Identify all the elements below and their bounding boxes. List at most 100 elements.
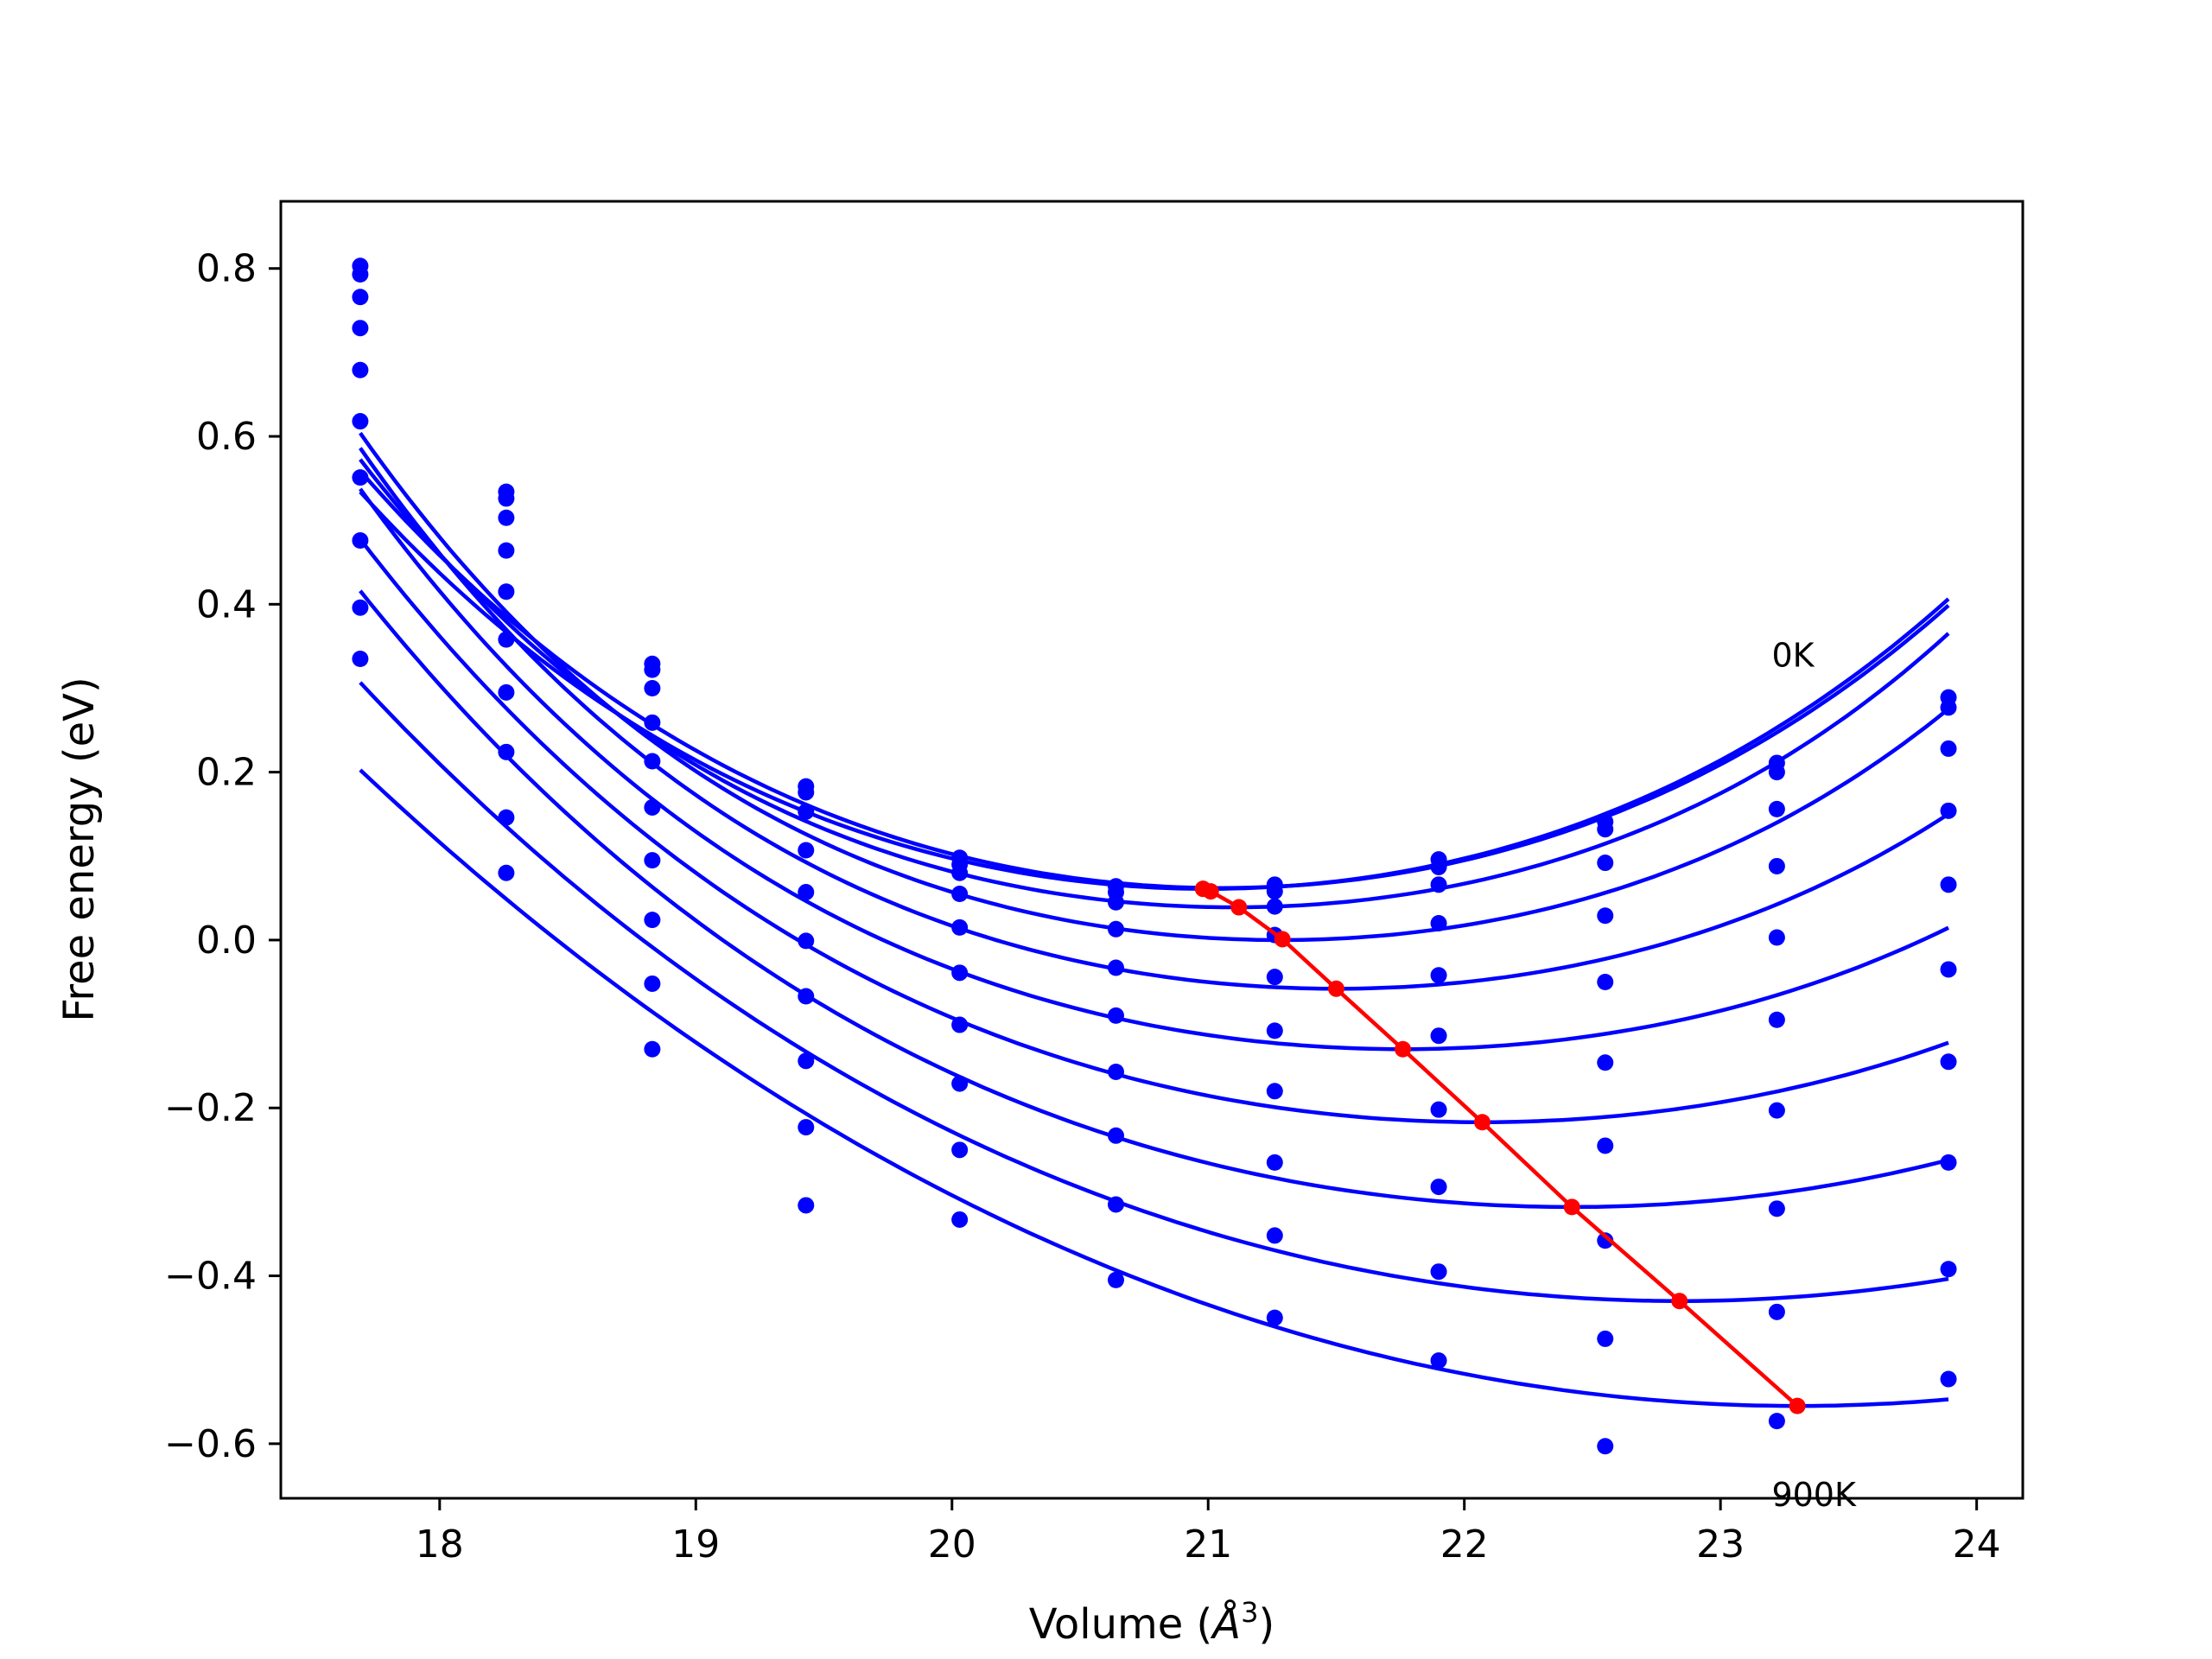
data-point-600K xyxy=(498,683,515,701)
plot-frame xyxy=(279,200,2024,1500)
data-point-900K xyxy=(1940,1370,1957,1388)
minimum-point xyxy=(1473,1114,1491,1131)
data-point-800K xyxy=(1107,1196,1124,1213)
x-tick-label: 21 xyxy=(1184,1522,1232,1567)
fit-curve-700K xyxy=(359,589,1949,1210)
x-tick-label: 20 xyxy=(928,1522,976,1567)
fit-curve-500K xyxy=(359,487,1949,1052)
data-point-200K xyxy=(644,679,661,696)
data-point-700K xyxy=(1107,1127,1124,1144)
data-point-400K xyxy=(498,583,515,601)
minimum-point xyxy=(1230,899,1248,916)
data-point-400K xyxy=(1266,969,1283,986)
data-point-600K xyxy=(1940,1053,1957,1071)
data-point-800K xyxy=(498,809,515,826)
data-point-600K xyxy=(352,469,369,486)
data-point-300K xyxy=(951,886,969,903)
data-point-600K xyxy=(1430,1101,1447,1118)
y-tick-label: 0.6 xyxy=(196,415,257,459)
x-tick-label: 22 xyxy=(1440,1522,1489,1567)
data-point-800K xyxy=(352,599,369,616)
data-point-500K xyxy=(1430,1027,1447,1045)
data-point-300K xyxy=(1107,920,1124,938)
data-point-200K xyxy=(498,509,515,526)
minimum-point xyxy=(1274,931,1291,948)
data-point-200K xyxy=(1266,898,1283,915)
data-point-100K xyxy=(1430,858,1447,875)
data-point-800K xyxy=(1940,1261,1957,1278)
y-tick-label: 0.0 xyxy=(196,918,257,963)
data-point-700K xyxy=(951,1075,969,1092)
data-point-100K xyxy=(1266,883,1283,900)
data-point-900K xyxy=(352,650,369,667)
fit-curve-400K xyxy=(359,447,1950,991)
y-axis-label: Free energy (eV) xyxy=(55,677,104,1021)
data-point-500K xyxy=(498,631,515,648)
data-point-400K xyxy=(1107,959,1124,976)
data-point-400K xyxy=(352,361,369,378)
data-point-500K xyxy=(1940,961,1957,978)
data-point-300K xyxy=(352,320,369,337)
data-point-200K xyxy=(1768,800,1785,817)
y-tick-label: 0.4 xyxy=(196,582,257,626)
data-point-300K xyxy=(1597,907,1614,925)
x-tick-label: 18 xyxy=(416,1522,464,1567)
x-tick-label: 19 xyxy=(671,1522,720,1567)
data-point-800K xyxy=(1768,1303,1785,1320)
data-point-600K xyxy=(1266,1083,1283,1100)
data-point-300K xyxy=(498,542,515,559)
data-point-900K xyxy=(1107,1271,1124,1288)
data-point-800K xyxy=(951,1141,969,1159)
plot-area xyxy=(352,257,1957,1455)
data-point-600K xyxy=(1597,1137,1614,1154)
data-point-700K xyxy=(798,1052,815,1070)
data-point-100K xyxy=(644,661,661,678)
data-point-400K xyxy=(1940,876,1957,893)
minimum-point xyxy=(1327,980,1344,997)
data-point-200K xyxy=(1597,855,1614,872)
y-axis: 0.8 0.6 0.4 0.2 0.0 −0.2 −0.4 −0.6 xyxy=(164,247,281,1466)
data-point-100K xyxy=(798,784,815,801)
minimum-point xyxy=(1789,1397,1806,1414)
data-point-800K xyxy=(798,1119,815,1136)
data-point-300K xyxy=(1768,857,1785,874)
annotation-0K: 0K xyxy=(1771,637,1815,675)
data-point-300K xyxy=(798,842,815,859)
data-point-200K xyxy=(798,803,815,820)
data-point-200K xyxy=(1430,876,1447,893)
y-tick-label: 0.2 xyxy=(196,751,257,795)
y-tick-label: −0.6 xyxy=(164,1422,257,1466)
fit-curve-300K xyxy=(359,431,1950,943)
y-tick-label: −0.4 xyxy=(164,1255,257,1299)
data-point-700K xyxy=(1430,1179,1447,1196)
data-point-900K xyxy=(951,1211,969,1228)
data-point-800K xyxy=(1597,1330,1614,1347)
minimum-point xyxy=(1395,1040,1412,1058)
data-point-700K xyxy=(352,531,369,549)
data-point-700K xyxy=(1940,1154,1957,1171)
data-point-700K xyxy=(1266,1154,1283,1171)
data-point-900K xyxy=(1430,1352,1447,1370)
data-point-700K xyxy=(1768,1200,1785,1217)
data-point-200K xyxy=(951,864,969,881)
annotations: 0K 900K xyxy=(1771,637,1857,1515)
data-point-800K xyxy=(1430,1263,1447,1281)
data-point-600K xyxy=(951,1016,969,1033)
x-tick-label: 23 xyxy=(1696,1522,1745,1567)
annotation-900K: 900K xyxy=(1771,1476,1857,1514)
y-tick-label: −0.2 xyxy=(164,1086,257,1130)
data-point-500K xyxy=(951,964,969,982)
data-point-900K xyxy=(798,1197,815,1214)
minimum-line xyxy=(1202,887,1799,1408)
x-axis-label: Volume (Å3) xyxy=(1029,1596,1274,1649)
data-point-500K xyxy=(1107,1007,1124,1024)
data-point-700K xyxy=(498,743,515,760)
data-point-100K xyxy=(1768,764,1785,781)
data-point-500K xyxy=(1768,1011,1785,1028)
data-point-900K xyxy=(1266,1309,1283,1326)
x-axis: 18 19 20 21 22 23 24 xyxy=(416,1498,2001,1567)
y-tick-label: 0.8 xyxy=(196,247,257,291)
minimum-point xyxy=(1563,1198,1580,1216)
